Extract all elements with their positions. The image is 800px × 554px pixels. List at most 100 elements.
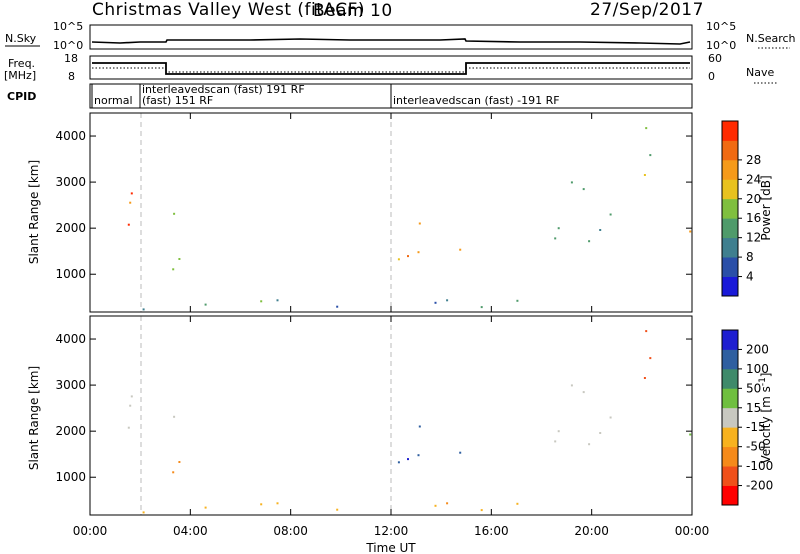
power-cell <box>276 299 279 302</box>
nsky-label: N.Sky <box>5 32 37 45</box>
nsky-trace <box>91 38 691 45</box>
x-tick-label: 00:00 <box>73 524 108 538</box>
colorbar-tick-label: -15 <box>746 420 766 434</box>
velocity-cell <box>397 461 400 464</box>
colorbar-swatch <box>722 368 738 389</box>
power-cell <box>516 299 519 302</box>
velocity-cell <box>173 415 176 418</box>
x-tick-label: 00:00 <box>675 524 710 538</box>
colorbar-swatch <box>722 407 738 428</box>
colorbar-swatch <box>722 140 738 161</box>
velocity-cell <box>407 458 409 461</box>
velocity-cell <box>554 440 557 443</box>
power-cell <box>554 237 557 240</box>
colorbar-tick-label: 4 <box>746 270 754 284</box>
velocity-cell <box>142 511 145 514</box>
colorbar-swatch <box>722 179 738 200</box>
power-cell <box>446 299 449 302</box>
velocity-colorbar-label: Velocity [m s-1] <box>758 373 773 464</box>
cpid-label: CPID <box>7 90 36 103</box>
colorbar-tick-label: -50 <box>746 440 766 454</box>
velocity-colorbar: -200 -100 -50 -15 15 50 100 200 Velocity [m s-1… <box>721 329 773 506</box>
colorbar-tick-label: 15 <box>746 401 761 415</box>
velocity-cell <box>127 426 130 429</box>
colorbar-swatch <box>722 446 738 467</box>
power-cell <box>129 201 132 204</box>
velocity-cell <box>276 502 279 505</box>
velocity-cell <box>172 471 175 474</box>
colorbar-tick-label: 100 <box>746 362 769 376</box>
nsearch-tick-bottom: 10^0 <box>706 39 736 52</box>
velocity-cell <box>418 425 421 428</box>
power-cell <box>260 300 263 303</box>
nsearch-tick-top: 10^5 <box>706 20 736 33</box>
velocity-cell <box>689 433 692 436</box>
power-cell <box>172 268 175 271</box>
colorbar-swatch <box>722 218 738 239</box>
power-scatter <box>127 127 692 311</box>
velocity-cell <box>129 404 132 407</box>
station-title: Christmas Valley West (fitACF) <box>92 0 365 20</box>
power-colorbar: 4 8 12 16 20 24 28 Power [dB] <box>721 120 773 297</box>
power-cell <box>643 174 646 176</box>
velocity-cell <box>178 461 181 463</box>
y-tick-label: 3000 <box>55 378 86 392</box>
freq-label: Freq. <box>8 57 35 70</box>
colorbar-swatch <box>722 198 738 219</box>
velocity-panel: 1000 2000 3000 4000 Slant Range [km] <box>27 315 693 516</box>
velocity-y-label: Slant Range [km] <box>27 366 41 470</box>
x-tick-label: 08:00 <box>273 524 308 538</box>
colorbar-swatch <box>722 121 738 141</box>
colorbar-tick-label: 24 <box>746 172 761 186</box>
y-tick-label: 4000 <box>55 129 86 143</box>
power-cell <box>178 258 181 260</box>
velocity-cell <box>609 416 612 419</box>
y-tick-label: 3000 <box>55 175 86 189</box>
freq-tick-bottom: 8 <box>68 70 75 83</box>
y-tick-label: 2000 <box>55 221 86 235</box>
velocity-cell <box>417 454 420 457</box>
freq-trace <box>92 62 690 75</box>
velocity-cell <box>480 509 483 512</box>
nave-trace <box>92 67 690 73</box>
y-tick-label: 1000 <box>55 267 86 281</box>
velocity-cell <box>516 502 519 505</box>
colorbar-swatch <box>722 485 738 506</box>
velocity-cell <box>260 503 263 506</box>
power-cell <box>142 308 145 311</box>
power-cell <box>407 255 409 258</box>
y-tick-label: 2000 <box>55 424 86 438</box>
time-axis: 00:00 04:00 08:00 12:00 16:00 20:00 00:00 <box>73 113 710 538</box>
nsearch-label: N.Search <box>746 32 796 45</box>
colorbar-tick-label: 50 <box>746 381 761 395</box>
power-cell <box>417 251 420 254</box>
velocity-scatter <box>127 330 692 514</box>
nave-tick-top: 60 <box>708 52 722 65</box>
velocity-cell <box>557 430 560 433</box>
power-cell <box>480 306 483 309</box>
velocity-cell <box>434 504 437 507</box>
velocity-cell <box>582 391 585 394</box>
colorbar-swatch <box>722 237 738 258</box>
colorbar-tick-label: 8 <box>746 250 754 264</box>
colorbar-tick-label: 28 <box>746 153 761 167</box>
x-axis-label: Time UT <box>365 541 416 554</box>
colorbar-tick-label: -200 <box>746 479 773 493</box>
power-cell <box>397 258 400 261</box>
power-panel: 1000 2000 3000 4000 Slant Range [km] <box>27 112 693 313</box>
colorbar-swatch <box>722 330 738 350</box>
power-cell <box>689 230 692 233</box>
velocity-cell <box>204 506 207 509</box>
power-cell <box>127 223 130 226</box>
velocity-cell <box>130 395 133 398</box>
cpid-panel: CPID normal interleavedscan (fast) 191 R… <box>7 83 693 109</box>
x-tick-label: 04:00 <box>173 524 208 538</box>
velocity-cell <box>446 502 449 505</box>
power-cell <box>588 240 591 243</box>
power-y-axis: 1000 2000 3000 4000 <box>55 129 692 281</box>
velocity-cell <box>459 451 462 454</box>
velocity-cell <box>643 377 646 379</box>
colorbar-tick-label: 200 <box>746 342 769 356</box>
power-cell <box>336 305 339 308</box>
